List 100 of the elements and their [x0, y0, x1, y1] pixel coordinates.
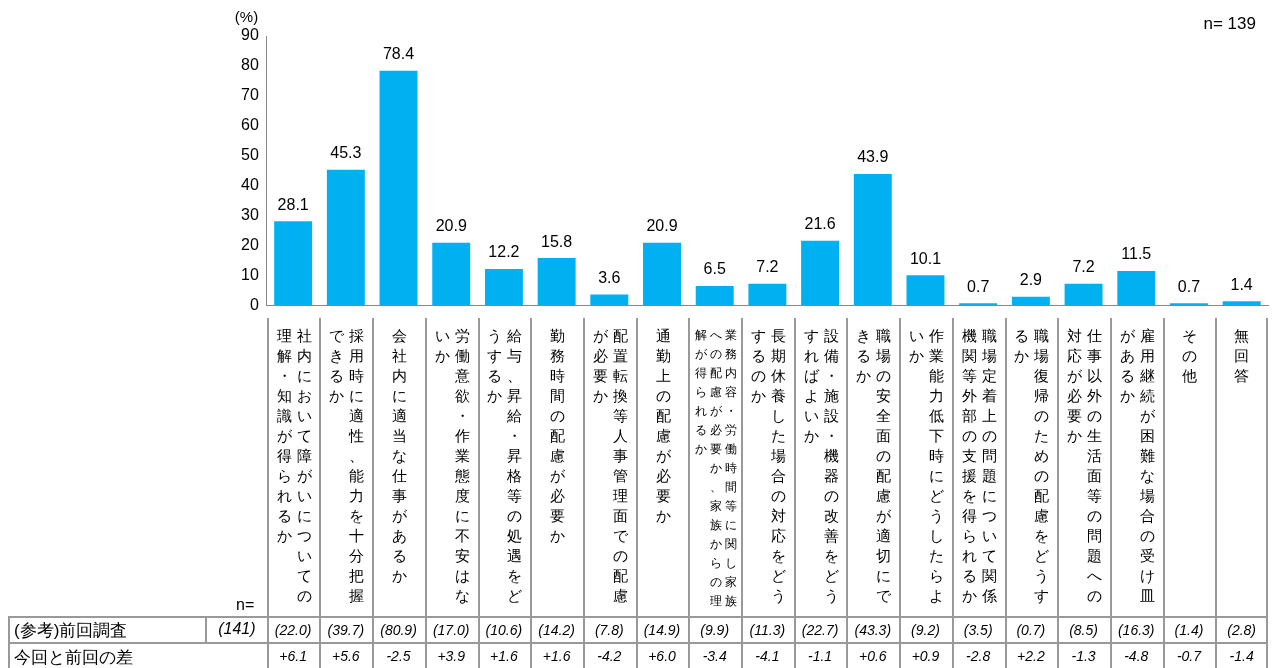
category-label: 職場の安全面の配慮が適切にできるか [856, 327, 892, 604]
text: (3.5) [962, 622, 994, 638]
bar [1117, 270, 1156, 306]
text: n= [236, 596, 255, 614]
data-label: 3.6 [598, 269, 621, 287]
bar [326, 169, 365, 306]
bar [432, 242, 471, 306]
data-label: 7.2 [756, 258, 779, 276]
data-label: 45.3 [330, 144, 362, 162]
text: -2.5 [385, 648, 412, 664]
data-label: 78.4 [382, 45, 415, 63]
y-tick-label: 70 [241, 86, 259, 104]
bar [379, 70, 418, 306]
text: +0.6 [857, 648, 888, 664]
data-label: 0.7 [967, 277, 990, 295]
text: (22.0) [273, 622, 313, 638]
category-label: 通勤上の配慮が必要か [655, 327, 671, 524]
text: -3.4 [701, 648, 728, 664]
y-tick-label: 40 [241, 176, 259, 194]
bar [484, 268, 523, 306]
data-label: 6.5 [703, 260, 726, 278]
text: (80.9) [379, 622, 418, 638]
bar [748, 283, 787, 306]
category-label: 採用時に適性、能力を十分把握できるか [329, 327, 365, 604]
y-tick-label: 50 [241, 146, 259, 164]
text: n= 139 [1203, 14, 1256, 34]
text: +1.6 [541, 648, 572, 664]
text: (39.7) [326, 622, 366, 638]
bar [590, 294, 629, 306]
y-tick-label: 60 [241, 116, 259, 134]
text: (9.9) [699, 622, 731, 638]
text: -1.3 [1070, 648, 1097, 664]
text: +6.0 [647, 648, 677, 664]
category-label: 職場復帰のための配慮をどうするか [1014, 327, 1050, 604]
category-label: 設備・施設・機器の改善をどうすればよいか [803, 327, 839, 604]
text: (14.9) [642, 622, 682, 638]
data-label: 11.5 [1121, 245, 1152, 263]
data-label: 0.7 [1177, 277, 1201, 295]
y-tick-label: 90 [241, 26, 259, 44]
data-label: 12.2 [488, 243, 520, 261]
bar [801, 240, 840, 306]
category-label: 勤務時間の配慮が必要か [550, 327, 566, 544]
text: (2.8) [1226, 622, 1258, 638]
bar [853, 173, 892, 306]
text: -2.8 [965, 648, 992, 664]
bar [906, 275, 945, 306]
text: -0.7 [1175, 648, 1203, 664]
bar [1169, 303, 1208, 306]
text: (14.2) [537, 622, 576, 638]
text: +1.6 [489, 648, 519, 664]
bar [1011, 296, 1050, 306]
category-label: 仕事以外の生活面等の問題への対応が必要か [1067, 327, 1103, 604]
data-label: 20.9 [435, 217, 467, 235]
text: (22.7) [800, 622, 840, 638]
data-label: 2.9 [1019, 271, 1043, 289]
bar [537, 258, 576, 306]
bar [695, 285, 734, 306]
y-tick-label: 20 [241, 235, 259, 253]
text: (17.0) [431, 622, 471, 638]
text: -4.2 [596, 648, 623, 664]
data-label: 1.4 [1230, 275, 1253, 293]
text: (7.8) [593, 622, 625, 638]
category-label: 職場定着上の問題について関係機関等外部の支援を得られるか [961, 327, 997, 604]
y-tick-label: 80 [241, 56, 259, 74]
bar [1222, 301, 1261, 306]
category-label: 会社内に適当な仕事があるか [392, 327, 408, 584]
category-label: 業務内容・労働時間等に関し家族への配慮が必要か、家族からの理解が得られるか [694, 328, 737, 608]
bar [1064, 283, 1103, 306]
category-label: 雇用継続が困難な場合の受け皿があるか [1119, 327, 1155, 604]
text: +6.1 [278, 648, 308, 664]
category-label: 労働意欲・作業態度に不安はないか [434, 327, 470, 604]
data-label: 10.1 [909, 249, 942, 267]
text: +2.2 [1016, 648, 1046, 664]
data-label: 7.2 [1072, 258, 1095, 276]
y-tick-label: 10 [241, 265, 259, 283]
text: +5.6 [331, 648, 361, 664]
data-label: 15.8 [541, 232, 573, 250]
bar [959, 303, 998, 306]
text: -1.4 [1228, 648, 1255, 664]
text: +0.9 [910, 648, 941, 664]
category-label: 長期休養した場合の対応をどうするのか [750, 327, 786, 604]
data-label: 43.9 [857, 148, 889, 166]
data-label: 28.1 [277, 195, 309, 213]
x-tick-label: その他 [1182, 326, 1198, 386]
category-label: 配置転換等人事管理面での配慮が必要か [592, 327, 628, 604]
text: (11.3) [748, 622, 787, 638]
y-tick-label: 0 [249, 295, 259, 313]
data-label: 21.6 [804, 215, 836, 233]
category-label: 社内において障がいについての理解・知識が得られるか [276, 327, 312, 604]
text: 今回と前回の差 [14, 647, 133, 668]
text: (8.5) [1068, 622, 1099, 638]
text: (参考)前回調査 [14, 620, 128, 642]
text: +3.9 [436, 648, 467, 664]
text: (9.2) [910, 622, 941, 638]
text: (16.3) [1116, 622, 1156, 638]
text: -4.8 [1123, 648, 1150, 664]
text: (43.3) [853, 622, 893, 638]
y-tick-label: 30 [241, 206, 259, 224]
text: (%) [234, 8, 259, 25]
category-label: 作業能力低下時にどうしたらよいか [908, 327, 944, 604]
